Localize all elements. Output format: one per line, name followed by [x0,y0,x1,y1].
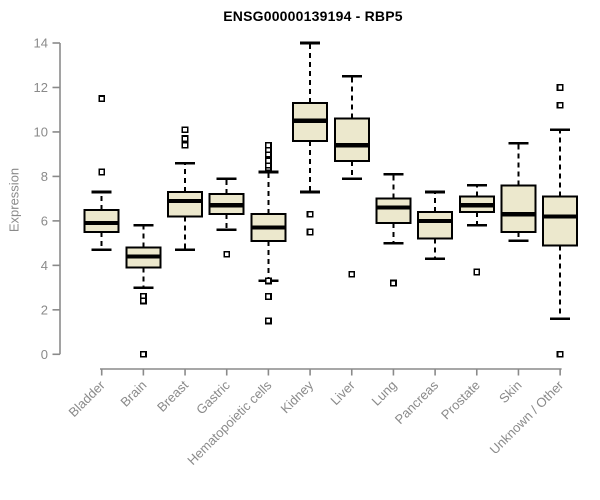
y-tick-label: 12 [34,80,48,95]
x-tick-label-brain: Brain [117,378,149,410]
outlier-point [390,279,397,287]
box-rect [500,184,537,234]
x-tick-label-breast: Breast [154,377,191,414]
outlier-point [98,168,106,176]
outlier-point [139,297,147,305]
outlier-point [264,141,272,149]
y-tick-label: 8 [41,169,48,184]
outlier-point [306,210,314,218]
box-rect [333,117,370,162]
y-tick-label: 0 [41,347,48,362]
x-tick-label-skin: Skin [496,378,524,406]
y-tick-label: 6 [41,213,48,228]
x-tick-label-prostate: Prostate [438,378,483,423]
outlier-point [473,268,481,276]
box-skin [500,141,537,243]
outlier-point [556,350,564,358]
x-tick-label-liver: Liver [327,377,358,408]
y-tick-label: 4 [41,258,48,273]
outlier-point [139,350,147,358]
outlier-point [348,270,356,278]
box-hematopoietic-cells [250,141,287,325]
y-tick-label: 2 [41,302,48,317]
y-tick-label: 10 [34,124,48,139]
outlier-point [181,135,189,143]
outlier-point [264,293,272,300]
box-liver [333,75,370,278]
box-lung [375,172,412,287]
outlier-point [98,95,106,102]
box-gastric [208,177,245,258]
box-kidney [292,41,329,236]
x-tick-label-bladder: Bladder [66,377,109,420]
outlier-point [181,141,189,149]
x-tick-label-gastric: Gastric [193,377,233,417]
outlier-point [264,277,272,285]
outlier-point [223,250,231,258]
chart-title: ENSG00000139194 - RBP5 [223,8,403,24]
outlier-point [181,126,189,134]
outlier-point [556,84,564,91]
y-tick-label: 14 [34,36,48,51]
box-unknown-other [542,84,579,358]
box-rect [542,195,579,247]
box-brain [125,224,162,358]
outlier-point [264,157,272,165]
outlier-point [556,101,564,109]
box-prostate [458,184,495,276]
box-rect [83,208,120,234]
x-tick-label-lung: Lung [368,378,399,409]
x-tick-label-pancreas: Pancreas [392,377,442,427]
box-breast [167,126,204,252]
box-pancreas [417,190,454,260]
box-rect [167,190,204,218]
x-tick-label-unknown-other: Unknown / Other [487,377,567,457]
outlier-point [306,228,314,236]
box-rect [375,197,412,225]
box-bladder [83,95,120,252]
outlier-point [264,317,272,325]
x-tick-label-kidney: Kidney [277,377,316,416]
box-rect [417,210,454,240]
